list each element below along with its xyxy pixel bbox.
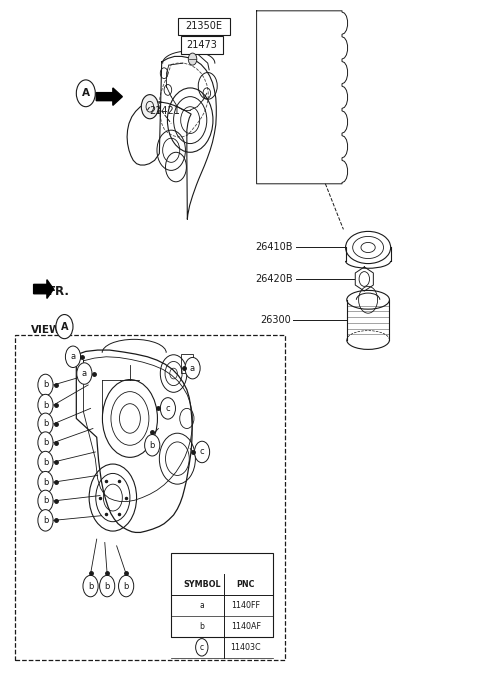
Circle shape	[38, 471, 53, 493]
Text: 21350E: 21350E	[185, 21, 222, 31]
Text: b: b	[88, 581, 93, 591]
Text: 1140AF: 1140AF	[231, 622, 261, 631]
Circle shape	[196, 597, 208, 614]
Text: a: a	[190, 364, 195, 372]
Bar	[180, 354, 192, 373]
Circle shape	[99, 575, 115, 597]
Text: 26300: 26300	[261, 315, 291, 325]
Circle shape	[160, 397, 176, 419]
Text: b: b	[43, 458, 48, 466]
Text: 21421: 21421	[149, 106, 180, 116]
Bar	[171, 553, 273, 637]
Circle shape	[119, 575, 134, 597]
Circle shape	[83, 575, 98, 597]
Circle shape	[38, 452, 53, 473]
Circle shape	[38, 432, 53, 454]
Text: c: c	[200, 448, 204, 456]
Text: b: b	[43, 516, 48, 525]
Text: b: b	[43, 496, 48, 506]
Text: 11403C: 11403C	[230, 643, 261, 652]
Circle shape	[65, 346, 81, 368]
Bar	[14, 335, 285, 660]
Bar	[179, 18, 229, 35]
Polygon shape	[34, 280, 54, 298]
Text: b: b	[43, 438, 48, 447]
Text: b: b	[105, 581, 110, 591]
Text: c: c	[200, 643, 204, 652]
Text: VIEW: VIEW	[31, 325, 62, 335]
Text: b: b	[150, 441, 155, 450]
Text: a: a	[71, 352, 75, 361]
Circle shape	[194, 441, 210, 462]
Text: a: a	[199, 601, 204, 610]
Text: c: c	[166, 404, 170, 413]
Circle shape	[38, 394, 53, 416]
Text: 1140FF: 1140FF	[231, 601, 260, 610]
Text: A: A	[60, 322, 68, 332]
Bar	[180, 37, 223, 53]
Circle shape	[196, 639, 208, 656]
Circle shape	[185, 358, 200, 379]
Text: b: b	[43, 478, 48, 487]
Circle shape	[38, 413, 53, 435]
Circle shape	[38, 490, 53, 512]
Text: SYMBOL: SYMBOL	[183, 580, 221, 589]
Circle shape	[196, 618, 208, 635]
Text: b: b	[43, 381, 48, 389]
Circle shape	[56, 314, 73, 339]
Text: 26410B: 26410B	[256, 243, 293, 253]
Text: b: b	[199, 622, 204, 631]
Polygon shape	[96, 88, 122, 105]
Text: FR.: FR.	[48, 285, 70, 297]
Text: b: b	[43, 401, 48, 410]
Circle shape	[38, 375, 53, 395]
Text: 21473: 21473	[187, 40, 217, 50]
Circle shape	[38, 510, 53, 531]
Text: a: a	[82, 369, 87, 378]
Text: PNC: PNC	[237, 580, 255, 589]
Circle shape	[144, 435, 160, 456]
Text: 26420B: 26420B	[255, 274, 293, 284]
Circle shape	[76, 80, 96, 107]
Circle shape	[77, 363, 92, 384]
Text: A: A	[82, 89, 90, 98]
Circle shape	[141, 95, 158, 119]
Text: b: b	[123, 581, 129, 591]
Text: b: b	[43, 419, 48, 429]
Circle shape	[188, 53, 197, 65]
